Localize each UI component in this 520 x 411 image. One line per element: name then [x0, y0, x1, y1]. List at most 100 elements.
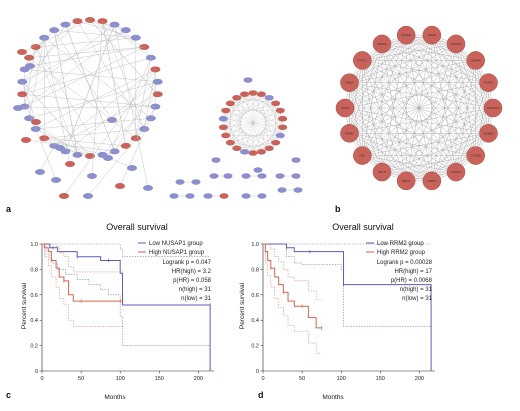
node-gene-label: BUB1B — [484, 131, 494, 135]
network-node — [446, 162, 466, 182]
network-edge — [244, 94, 262, 152]
network-edge — [54, 30, 78, 155]
network-edge — [406, 34, 476, 61]
network-edge — [349, 34, 407, 83]
network-edge — [362, 60, 489, 83]
network-edge — [344, 60, 476, 109]
network-edge — [381, 35, 407, 173]
network-edge — [22, 21, 78, 82]
y-tick-label: 0.6 — [30, 293, 38, 299]
x-tick-label: 100 — [116, 376, 125, 382]
y-tick-label: 0.6 — [251, 293, 259, 299]
network-edge — [230, 103, 254, 154]
network-edge — [29, 46, 145, 67]
network-edge — [344, 107, 476, 156]
network-edge — [114, 81, 158, 152]
x-tick-label: 50 — [78, 376, 84, 382]
network-edge — [22, 81, 91, 157]
network-edge — [431, 35, 457, 173]
x-tick-label: 150 — [155, 376, 164, 382]
network-edge — [381, 43, 489, 83]
node-gene-label: CCNB1 — [471, 154, 482, 158]
network-node — [271, 100, 281, 107]
network-node — [152, 78, 163, 85]
stat-n-low: n(low) = 31 — [181, 296, 212, 302]
node-gene-label: MELK — [402, 179, 410, 183]
network-edge — [475, 82, 489, 156]
network-edge — [236, 97, 283, 128]
network-edge — [381, 133, 489, 173]
network-edge — [44, 138, 103, 156]
network-edge — [349, 82, 494, 109]
network-node — [85, 153, 95, 159]
panel-label-d: d — [258, 390, 264, 400]
network-edge — [223, 127, 276, 143]
network-node — [24, 115, 35, 122]
y-tick-label: 0.2 — [30, 344, 38, 350]
network-edge — [349, 82, 476, 156]
network-edge — [35, 46, 103, 155]
network-edge — [230, 103, 283, 119]
y-tick-label: 1.0 — [30, 242, 38, 248]
network-node — [243, 77, 253, 83]
network-node — [240, 91, 250, 98]
network-edge — [21, 19, 91, 53]
network-node — [65, 161, 75, 167]
network-node — [17, 49, 27, 55]
network-b: KIF15 KIF18A CENPF TOP2A NUSAP1 BUB1B CCNB1 AUR… — [335, 25, 503, 191]
network-node — [51, 177, 61, 183]
node-gene-label: CENPA — [377, 42, 387, 46]
network-edge — [24, 30, 126, 107]
network-node — [60, 21, 71, 28]
x-tick-label: 0 — [261, 376, 264, 382]
network-node — [225, 139, 235, 146]
network-edge — [44, 37, 151, 119]
network-edge — [244, 135, 281, 152]
network-edge — [349, 35, 407, 134]
network-edge — [125, 118, 152, 146]
x-tick-label: 100 — [337, 376, 346, 382]
ci-lower-line — [42, 243, 124, 327]
network-edge — [362, 35, 407, 156]
network-edge — [63, 69, 156, 197]
network-edge — [406, 35, 489, 134]
network-edge — [102, 20, 151, 58]
network-edge — [344, 107, 432, 182]
network-edge — [29, 81, 158, 119]
node-gene-label: ANLN — [378, 170, 386, 174]
network-edge — [54, 29, 136, 38]
network-edge — [119, 118, 152, 187]
network-edge — [405, 35, 476, 156]
panel-label-c: c — [6, 390, 11, 400]
network-node — [55, 145, 65, 151]
network-edge — [24, 69, 158, 82]
network-edge — [54, 30, 113, 121]
network-node — [241, 173, 251, 179]
network-node — [466, 146, 485, 165]
network-node — [396, 25, 416, 45]
network-edge — [349, 82, 432, 181]
network-edge — [362, 34, 432, 61]
node-gene-label: CENPF — [471, 58, 481, 62]
network-node — [253, 167, 263, 173]
network-edge — [431, 82, 489, 181]
network-edge — [22, 81, 37, 123]
network-node — [211, 157, 221, 163]
network-edge — [362, 155, 457, 173]
network-node — [275, 107, 285, 114]
network-edge — [349, 82, 457, 173]
ci-lower-line — [263, 243, 432, 327]
network-node — [218, 124, 228, 131]
node-gene-label: KIF15 — [428, 33, 436, 37]
network-edge — [362, 60, 489, 134]
network-edge — [236, 97, 276, 104]
network-edge — [223, 118, 270, 149]
network-edge — [269, 97, 281, 136]
network-edge — [29, 57, 136, 139]
network-edge — [406, 34, 494, 109]
network-node — [72, 18, 83, 25]
network-edge — [114, 24, 149, 189]
network-edge — [349, 43, 457, 83]
network-node — [372, 162, 392, 182]
